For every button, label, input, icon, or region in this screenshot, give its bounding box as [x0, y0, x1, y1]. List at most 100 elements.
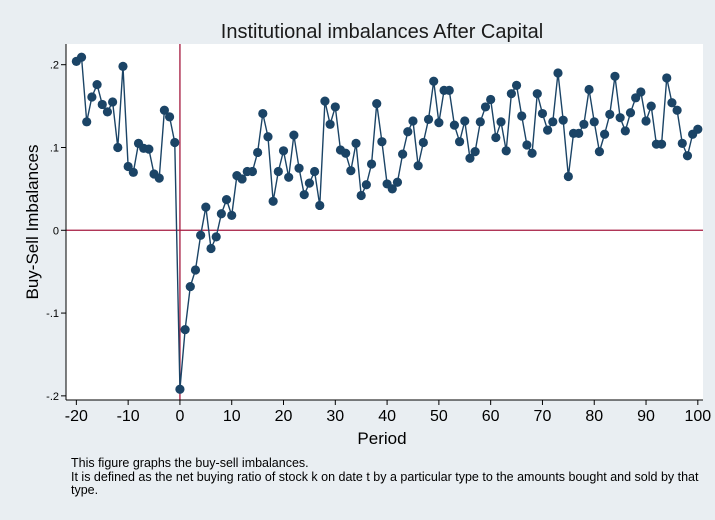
x-tick-label: 40 — [378, 408, 396, 425]
data-point — [537, 108, 548, 119]
figure-note-line-2: It is defined as the net buying ratio of… — [71, 470, 699, 497]
data-point — [221, 195, 232, 205]
data-point — [501, 146, 511, 156]
figure-note-line-1: This figure graphs the buy-sell imbalanc… — [71, 456, 309, 470]
data-point — [118, 61, 128, 71]
data-point — [387, 184, 397, 194]
plot-area — [66, 44, 703, 400]
data-point — [325, 119, 335, 129]
data-point — [144, 144, 154, 154]
data-point — [206, 243, 216, 254]
data-point — [486, 94, 496, 105]
data-point — [268, 196, 278, 206]
data-point — [87, 92, 97, 102]
data-point — [97, 99, 107, 110]
data-point — [304, 178, 315, 188]
data-point — [558, 115, 568, 125]
data-point — [92, 79, 102, 90]
data-point — [444, 85, 454, 95]
data-point — [553, 68, 563, 78]
data-point — [398, 149, 408, 159]
data-point — [185, 281, 195, 292]
data-point — [636, 87, 646, 97]
data-point — [672, 105, 682, 115]
data-point — [377, 137, 387, 147]
data-point — [346, 166, 356, 176]
data-point — [154, 173, 164, 183]
data-point — [662, 73, 672, 83]
data-point — [625, 108, 636, 118]
data-point — [656, 139, 667, 149]
x-tick-label: 50 — [430, 408, 448, 425]
data-point — [480, 102, 491, 112]
data-point — [180, 325, 190, 335]
data-point — [693, 124, 703, 134]
y-tick-label: -.2 — [46, 391, 59, 403]
data-point — [351, 138, 361, 148]
data-point — [247, 166, 258, 177]
data-point — [418, 137, 428, 148]
data-point — [164, 112, 175, 122]
data-point — [423, 114, 434, 124]
data-point — [320, 96, 330, 106]
data-point — [605, 109, 615, 119]
data-point — [159, 105, 169, 115]
data-point — [263, 132, 273, 142]
data-point — [600, 129, 610, 139]
y-tick-label: 0 — [53, 225, 59, 237]
data-point — [253, 147, 263, 158]
data-point — [341, 148, 351, 158]
data-point — [102, 107, 113, 117]
x-tick-label: 10 — [223, 408, 241, 425]
data-point — [677, 138, 687, 148]
data-point — [408, 116, 418, 126]
data-point — [527, 148, 537, 158]
y-tick-label: .2 — [50, 60, 59, 72]
data-point — [258, 108, 268, 119]
data-point — [491, 132, 501, 143]
data-point — [413, 161, 423, 171]
data-point — [543, 125, 553, 135]
data-point — [113, 142, 123, 153]
data-point — [278, 146, 289, 156]
data-point — [454, 137, 465, 147]
data-point — [330, 102, 340, 112]
data-point — [563, 171, 573, 182]
data-point — [429, 76, 439, 86]
data-point — [356, 190, 366, 201]
data-point — [227, 210, 237, 220]
data-point — [190, 265, 201, 275]
data-point — [449, 120, 460, 130]
y-tick-label: -.1 — [46, 308, 59, 320]
data-point — [434, 118, 444, 128]
data-point — [470, 147, 480, 157]
data-point — [646, 101, 656, 111]
data-point — [309, 166, 320, 177]
data-point — [196, 230, 206, 240]
data-point — [108, 97, 118, 107]
data-point — [615, 113, 625, 123]
data-point — [273, 166, 283, 177]
axes: -.2 -.1 0 .1 .2 -20 -10 0 10 20 30 40 50 60 70 80 90 100 — [46, 44, 711, 425]
data-point — [175, 384, 185, 394]
data-point — [594, 147, 605, 157]
data-point — [682, 151, 693, 161]
data-point — [237, 174, 247, 184]
data-point — [496, 117, 506, 127]
data-point — [211, 232, 221, 242]
data-point — [201, 202, 211, 212]
x-tick-label: -10 — [117, 408, 140, 425]
x-tick-label: 30 — [326, 408, 344, 425]
data-point — [511, 80, 522, 90]
data-point — [667, 98, 677, 108]
x-axis-title: Period — [357, 429, 406, 448]
data-point — [361, 180, 371, 190]
data-point — [372, 99, 382, 109]
x-tick-label: 80 — [585, 408, 603, 425]
data-point — [289, 130, 299, 140]
data-point — [294, 163, 304, 173]
data-point — [532, 89, 542, 99]
data-point — [475, 117, 485, 127]
y-tick-label: .1 — [50, 142, 59, 154]
